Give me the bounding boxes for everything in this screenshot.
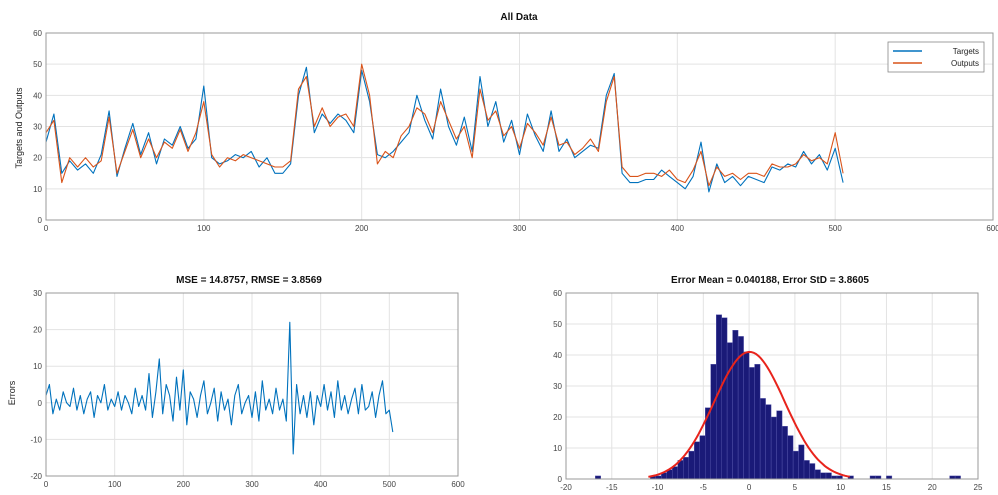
- chart-title: MSE = 14.8757, RMSE = 3.8569: [176, 275, 322, 286]
- x-ticks: 0 100 200 300 400 500 600: [44, 480, 465, 489]
- histogram-bar: [765, 404, 772, 480]
- x-tick-label: 20: [928, 483, 937, 492]
- y-tick-label: 50: [33, 60, 42, 69]
- histogram-bar: [792, 450, 799, 480]
- x-tick-label: 5: [793, 483, 798, 492]
- x-tick-label: 500: [828, 224, 842, 233]
- histogram-bar: [803, 460, 810, 480]
- y-tick-label: 30: [33, 123, 42, 132]
- histogram-bar: [694, 441, 700, 480]
- histogram-bar: [688, 450, 695, 480]
- x-ticks: 0 100 200 300 400 500 600: [44, 224, 998, 233]
- plot-frame: [45, 292, 459, 477]
- histogram-bar: [770, 416, 777, 480]
- x-tick-label: 400: [671, 224, 685, 233]
- normal-fit-line: [648, 350, 850, 478]
- x-tick-label: 200: [177, 480, 191, 489]
- y-axis-label: Targets and Outputs: [14, 87, 24, 169]
- series-line-outputs: [45, 63, 844, 187]
- y-tick-label: 10: [33, 362, 42, 371]
- series-lines: [45, 321, 394, 455]
- x-tick-label: 600: [986, 224, 998, 233]
- x-tick-label: 200: [355, 224, 369, 233]
- y-tick-label: 20: [33, 326, 42, 335]
- x-tick-label: 100: [197, 224, 211, 233]
- x-tick-label: 25: [974, 483, 983, 492]
- y-tick-label: 20: [553, 413, 562, 422]
- legend-label-targets: Targets: [953, 47, 979, 56]
- y-tick-label: 0: [38, 399, 43, 408]
- histogram-bar: [699, 435, 706, 480]
- all-data-panel: All Data Targets and Outputs 0 100 200 300 4…: [14, 12, 998, 233]
- x-tick-label: 0: [747, 483, 752, 492]
- histogram-bar: [809, 463, 816, 480]
- histogram-bar: [743, 351, 750, 480]
- histogram-bar: [748, 367, 755, 480]
- y-tick-label: 30: [33, 289, 42, 298]
- x-tick-label: 300: [513, 224, 527, 233]
- y-tick-label: 40: [33, 91, 42, 100]
- x-tick-label: -5: [700, 483, 708, 492]
- y-tick-label: 30: [553, 382, 562, 391]
- histogram-bar: [820, 472, 827, 480]
- y-ticks: -20 -10 0 10 20 30: [30, 289, 42, 481]
- fit-curve: [648, 350, 850, 478]
- x-tick-label: -10: [652, 483, 664, 492]
- histogram-bar: [759, 398, 766, 480]
- y-tick-label: 0: [558, 475, 563, 484]
- plot-frame: [565, 292, 979, 480]
- errors-panel: MSE = 14.8757, RMSE = 3.8569 Errors 0 100…: [7, 275, 465, 489]
- y-tick-label: 10: [33, 185, 42, 194]
- y-tick-label: 40: [553, 351, 562, 360]
- x-tick-label: 0: [44, 480, 49, 489]
- x-tick-label: 400: [314, 480, 328, 489]
- chart-title: All Data: [500, 12, 538, 23]
- x-tick-label: 600: [451, 480, 465, 489]
- histogram-bar: [721, 317, 728, 480]
- y-tick-label: 0: [38, 216, 43, 225]
- series-line-errors: [45, 321, 394, 455]
- histogram-bar: [672, 466, 678, 480]
- plot-frame: [45, 32, 994, 221]
- y-tick-label: 10: [553, 444, 562, 453]
- histogram-bar: [710, 364, 717, 480]
- histogram-bar: [781, 426, 788, 480]
- histogram-bar: [754, 364, 761, 480]
- x-tick-label: -20: [560, 483, 572, 492]
- legend-label-outputs: Outputs: [951, 59, 979, 68]
- y-tick-label: 60: [553, 289, 562, 298]
- y-tick-label: 60: [33, 29, 42, 38]
- series-lines: [45, 63, 844, 193]
- legend-box: [887, 41, 985, 73]
- histogram-bar: [732, 330, 739, 480]
- y-axis-label: Errors: [7, 380, 17, 405]
- histogram-bar: [814, 469, 821, 480]
- y-tick-label: 50: [553, 320, 562, 329]
- y-ticks: 0 10 20 30 40 50 60: [33, 29, 42, 225]
- x-tick-label: -15: [606, 483, 618, 492]
- y-tick-label: 20: [33, 154, 42, 163]
- y-tick-label: -20: [30, 472, 42, 481]
- x-tick-label: 300: [245, 480, 259, 489]
- x-ticks: -20 -15 -10 -5 0 5 10 15 20 25: [560, 483, 983, 492]
- x-tick-label: 500: [383, 480, 397, 489]
- x-tick-label: 0: [44, 224, 49, 233]
- error-histogram-panel: Error Mean = 0.040188, Error StD = 3.860…: [553, 275, 983, 492]
- y-ticks: 0 10 20 30 40 50 60: [553, 289, 562, 484]
- series-line-targets: [45, 66, 844, 193]
- x-tick-label: 100: [108, 480, 122, 489]
- histogram-bar: [776, 410, 783, 480]
- legend: Targets Outputs: [887, 41, 985, 73]
- y-tick-label: -10: [30, 435, 42, 444]
- histogram-bar: [787, 435, 794, 480]
- histogram-bar: [825, 472, 832, 480]
- histogram-bar: [726, 342, 733, 480]
- x-tick-label: 15: [882, 483, 891, 492]
- x-tick-label: 10: [836, 483, 845, 492]
- histogram-bar: [683, 457, 689, 480]
- chart-title: Error Mean = 0.040188, Error StD = 3.860…: [671, 275, 869, 286]
- histogram-bar: [798, 444, 805, 480]
- histogram-bars: [595, 314, 961, 480]
